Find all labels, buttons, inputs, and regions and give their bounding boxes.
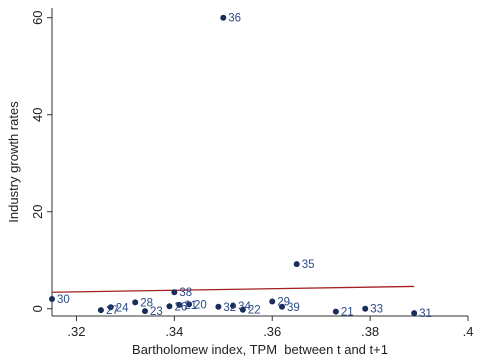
point-label: 22	[248, 305, 261, 317]
y-axis-label: Industry growth rates	[6, 101, 21, 223]
point-label: 31	[419, 308, 432, 320]
point-marker	[176, 301, 183, 308]
point-label: 36	[228, 13, 241, 25]
point-marker	[230, 302, 237, 309]
x-tick-label: .38	[361, 324, 379, 339]
scatter-point-22: 22	[239, 305, 261, 317]
scatter-point-38: 38	[171, 287, 192, 299]
point-label: 23	[150, 306, 163, 318]
scatter-point-24: 24	[107, 302, 129, 314]
point-marker	[411, 310, 418, 317]
y-tick-label: 20	[30, 204, 45, 218]
y-tick-label: 60	[30, 10, 45, 24]
point-label: 21	[341, 307, 354, 319]
scatter-point-27: 27	[97, 305, 119, 317]
point-label: 26	[174, 301, 187, 313]
point-label: 33	[370, 304, 383, 316]
scatter-point-30: 30	[49, 294, 70, 306]
scatter-point-31: 31	[411, 308, 432, 320]
point-marker	[269, 298, 276, 305]
fitted-line	[51, 285, 415, 293]
point-marker	[107, 304, 114, 311]
point-label: 32	[223, 302, 236, 314]
scatter-point-21: 21	[176, 300, 197, 312]
scatter-point-21: 21	[332, 307, 354, 319]
point-marker	[293, 261, 300, 268]
y-axis-ticks: 0 20 40 60	[30, 10, 52, 312]
point-marker	[215, 303, 222, 310]
x-tick-label: .34	[165, 324, 183, 339]
x-axis-ticks: .32 .34 .36 .38 .4	[67, 316, 473, 339]
point-marker	[49, 296, 55, 303]
point-marker	[166, 303, 173, 310]
point-label: 28	[140, 297, 153, 309]
point-marker	[186, 301, 193, 308]
point-marker	[141, 308, 148, 315]
point-label: 35	[302, 259, 315, 271]
scatter-point-35: 35	[293, 259, 315, 271]
point-marker	[279, 303, 286, 310]
point-label: 39	[287, 302, 300, 314]
x-axis-label: Bartholomew index, TPM between t and t+1	[132, 342, 388, 357]
x-tick-label: .36	[263, 324, 281, 339]
point-marker	[220, 14, 227, 21]
point-label: 24	[116, 302, 129, 314]
scatter-point-33: 33	[362, 304, 383, 316]
x-tick-label: .4	[463, 324, 474, 339]
scatter-point-28: 28	[132, 297, 153, 309]
scatter-point-39: 39	[279, 302, 300, 314]
point-label: 21	[184, 300, 197, 312]
point-marker	[239, 306, 246, 313]
point-label: 30	[57, 294, 70, 306]
point-marker	[132, 299, 139, 306]
point-marker	[97, 307, 104, 314]
scatter-point-32: 32	[215, 302, 236, 314]
point-label: 38	[179, 287, 192, 299]
point-label: 20	[194, 299, 207, 311]
scatter-point-23: 23	[141, 306, 163, 318]
point-marker	[362, 305, 369, 312]
scatter-point-36: 36	[220, 13, 241, 25]
scatter-point-20: 20	[186, 299, 207, 311]
y-tick-label: 0	[30, 305, 45, 312]
x-tick-label: .32	[67, 324, 85, 339]
point-marker	[171, 289, 178, 296]
scatter-point-26: 26	[166, 301, 187, 313]
point-marker	[332, 308, 339, 315]
point-label: 27	[106, 305, 119, 317]
y-tick-label: 40	[30, 107, 45, 121]
